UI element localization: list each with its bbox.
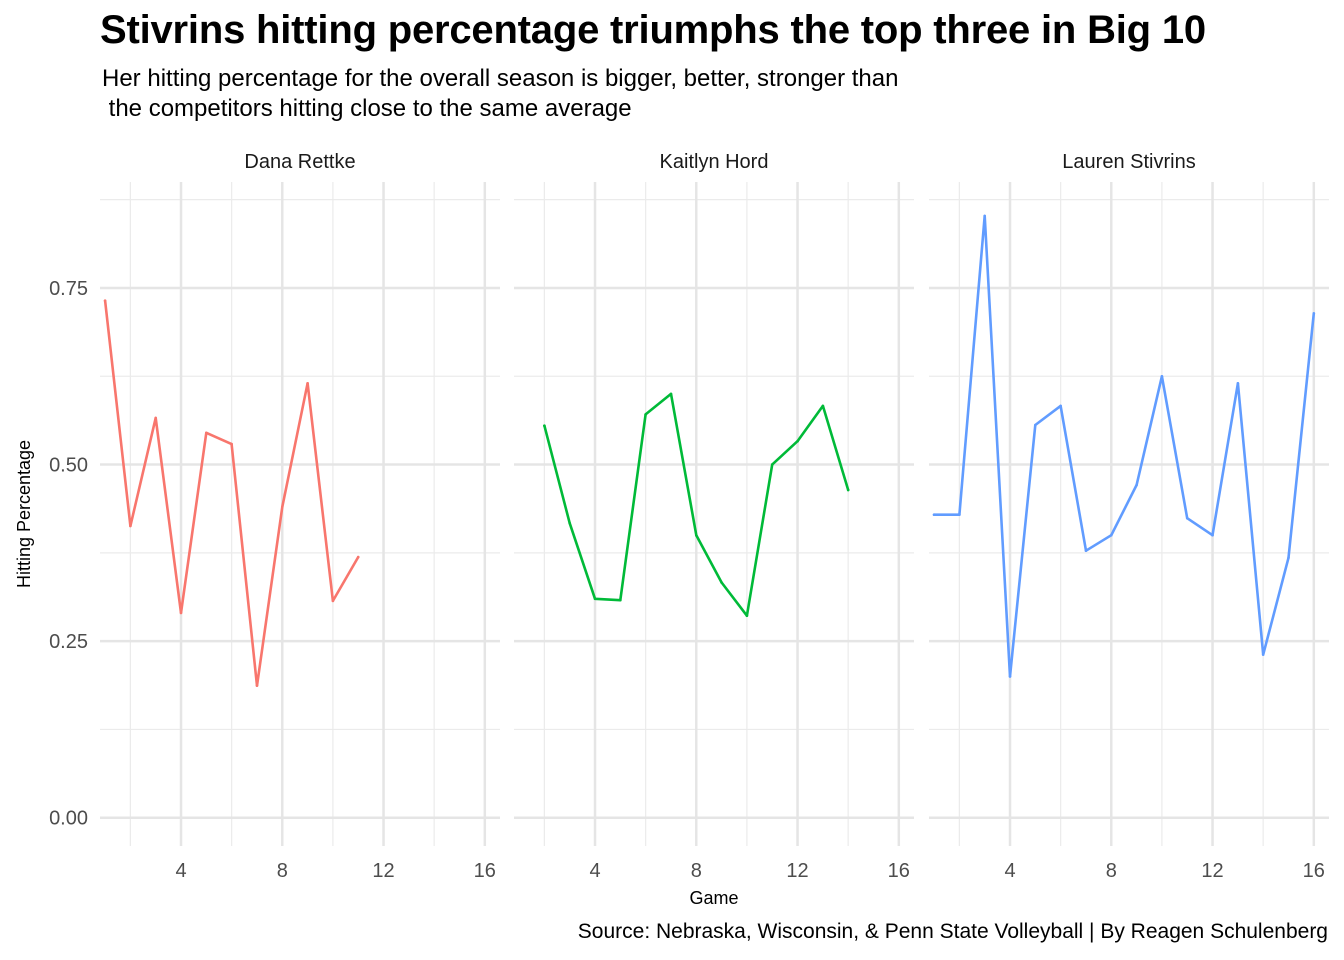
data-point-lauren-stivrins <box>983 214 986 218</box>
facet-label-dana-rettke: Dana Rettke <box>244 151 355 173</box>
data-point-dana-rettke <box>280 505 284 509</box>
chart-subtitle: Her hitting percentage for the overall s… <box>102 65 899 122</box>
data-point-kaitlyn-hord <box>770 463 774 466</box>
x-tick-label: 4 <box>589 860 600 882</box>
x-tick-label: 12 <box>786 860 808 882</box>
data-point-lauren-stivrins <box>958 513 961 517</box>
data-point-lauren-stivrins <box>1287 556 1290 560</box>
data-point-dana-rettke <box>356 555 360 559</box>
chart-title: Stivrins hitting percentage triumphs the… <box>100 8 1206 52</box>
x-tick-label: 8 <box>1106 860 1117 882</box>
data-point-lauren-stivrins <box>1135 483 1138 487</box>
data-point-dana-rettke <box>154 416 157 420</box>
x-tick-label: 16 <box>888 860 910 882</box>
data-point-dana-rettke <box>129 524 132 528</box>
x-tick-label: 8 <box>691 860 702 882</box>
data-point-lauren-stivrins <box>1236 382 1240 385</box>
data-point-kaitlyn-hord <box>821 404 825 408</box>
data-point-kaitlyn-hord <box>745 614 749 618</box>
x-tick-label: 12 <box>372 860 394 882</box>
facet-label-kaitlyn-hord: Kaitlyn Hord <box>660 151 769 173</box>
data-point-dana-rettke <box>230 442 233 446</box>
x-tick-label: 4 <box>1004 860 1015 882</box>
data-point-lauren-stivrins <box>932 513 936 517</box>
data-point-lauren-stivrins <box>1034 423 1037 427</box>
data-point-kaitlyn-hord <box>720 581 723 584</box>
data-point-dana-rettke <box>255 684 259 687</box>
data-point-lauren-stivrins <box>1084 549 1088 553</box>
data-point-dana-rettke <box>103 299 107 302</box>
data-point-kaitlyn-hord <box>619 598 622 602</box>
data-point-lauren-stivrins <box>1312 312 1316 315</box>
chart-caption: Source: Nebraska, Wisconsin, & Penn Stat… <box>577 920 1328 943</box>
data-point-kaitlyn-hord <box>796 439 799 443</box>
data-point-lauren-stivrins <box>1261 653 1265 656</box>
y-tick-label: 0.25 <box>49 631 88 653</box>
data-point-dana-rettke <box>331 599 335 603</box>
data-point-lauren-stivrins <box>1109 533 1113 537</box>
series-line-lauren-stivrins <box>932 214 1316 678</box>
y-tick-label: 0.50 <box>49 455 88 477</box>
x-tick-label: 8 <box>277 860 288 882</box>
x-axis-title: Game <box>689 888 738 908</box>
data-point-kaitlyn-hord <box>568 521 571 525</box>
y-axis-title: Hitting Percentage <box>14 440 34 588</box>
data-point-dana-rettke <box>306 382 309 385</box>
y-tick-label: 0.75 <box>49 278 88 300</box>
data-point-lauren-stivrins <box>1211 533 1214 537</box>
data-point-lauren-stivrins <box>1059 404 1062 408</box>
data-point-kaitlyn-hord <box>543 424 546 428</box>
data-point-lauren-stivrins <box>1160 374 1164 378</box>
data-point-kaitlyn-hord <box>669 392 673 396</box>
data-point-kaitlyn-hord <box>593 597 597 601</box>
data-point-kaitlyn-hord <box>846 488 850 492</box>
data-point-lauren-stivrins <box>1008 675 1012 678</box>
x-tick-label: 4 <box>175 860 186 882</box>
facet-label-lauren-stivrins: Lauren Stivrins <box>1062 151 1195 173</box>
data-point-kaitlyn-hord <box>644 413 647 416</box>
x-tick-label: 16 <box>1303 860 1325 882</box>
y-tick-label: 0.00 <box>49 808 88 830</box>
x-tick-label: 16 <box>474 860 496 882</box>
data-point-kaitlyn-hord <box>694 533 698 537</box>
data-point-lauren-stivrins <box>1185 516 1189 520</box>
data-point-dana-rettke <box>179 611 183 615</box>
x-tick-label: 12 <box>1201 860 1223 882</box>
data-point-dana-rettke <box>205 431 208 435</box>
